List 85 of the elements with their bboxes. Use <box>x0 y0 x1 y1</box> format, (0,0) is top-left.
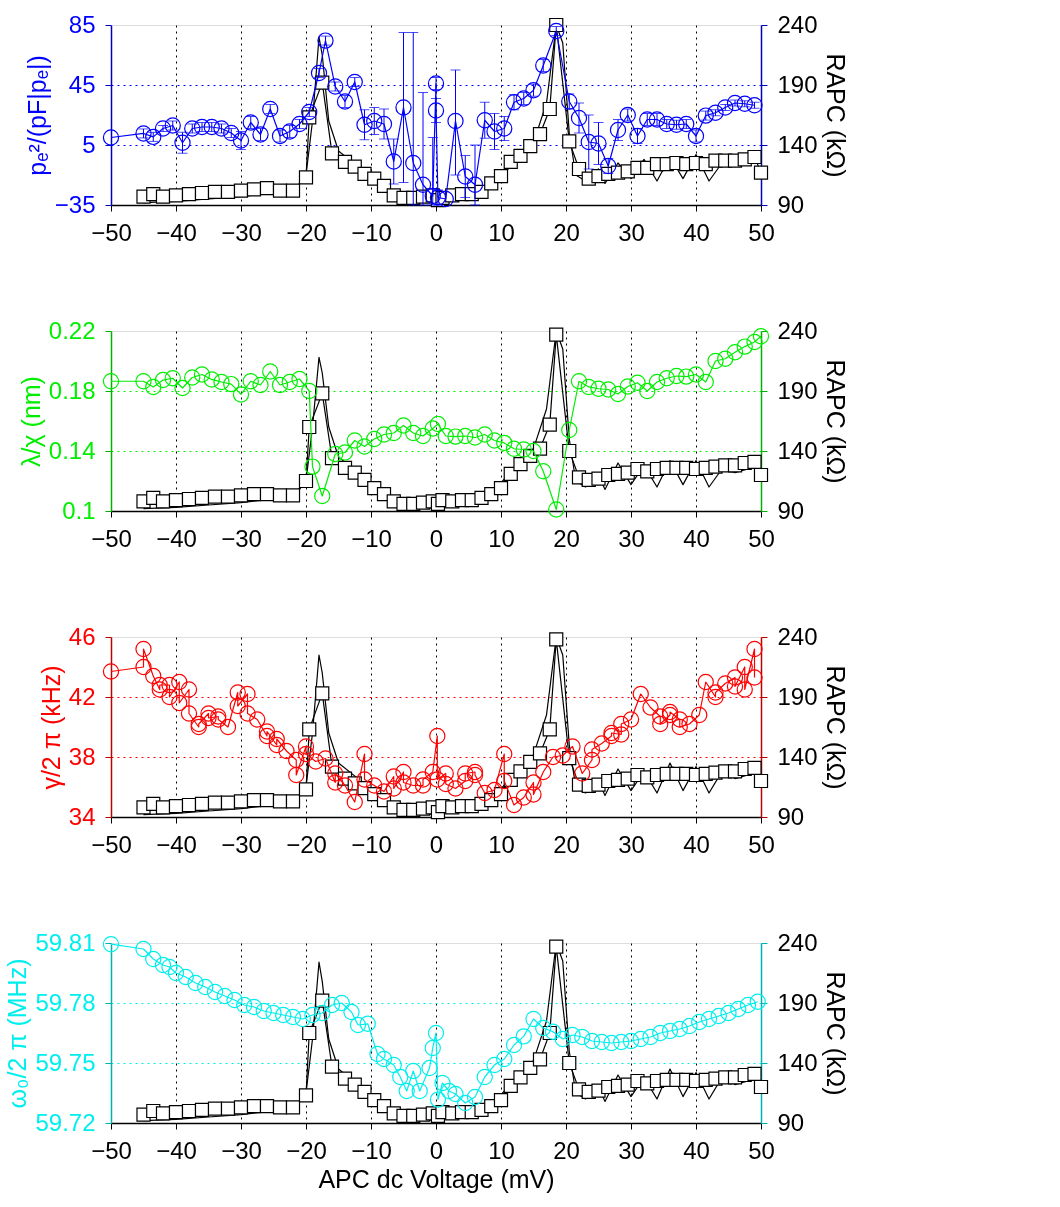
y-tick-label: 46 <box>68 622 96 650</box>
x-tick-label: 30 <box>618 830 645 858</box>
x-tick-label: 0 <box>429 524 444 552</box>
x-tick-label: 0 <box>429 830 444 858</box>
y2-tick-label: 190 <box>777 682 818 710</box>
y2-tick-label: 190 <box>777 376 818 404</box>
x-tick-label: 10 <box>488 830 515 858</box>
x-tick-label: −10 <box>351 830 392 858</box>
y-tick-label: 45 <box>68 70 96 98</box>
x-tick-label: −50 <box>91 830 132 858</box>
y-tick-label: 59.81 <box>35 928 96 956</box>
x-tick-label: 40 <box>683 524 710 552</box>
y-axis-title: pₑ²/(pF|pₑ|) <box>22 55 51 176</box>
y-tick-label: 59.72 <box>35 1108 96 1136</box>
y2-tick-label: 240 <box>777 622 818 650</box>
x-tick-label: −10 <box>351 1136 392 1164</box>
y2-tick-label: 90 <box>777 190 805 218</box>
y-axis-title: γ/2 π (kHz) <box>36 665 65 790</box>
y-tick-label: 59.75 <box>35 1048 96 1076</box>
x-tick-label: −20 <box>286 524 327 552</box>
y-tick-label: 0.1 <box>62 496 96 524</box>
y-tick-label: 5 <box>82 130 96 158</box>
y-tick-label: −35 <box>54 190 96 218</box>
y-axis-title: λ/χ (nm) <box>16 376 45 467</box>
x-tick-label: 40 <box>683 218 710 246</box>
y-tick-label: 0.18 <box>48 376 96 404</box>
x-tick-label: −30 <box>221 830 262 858</box>
y2-axis-title: RAPC (kΩ) <box>821 971 850 1096</box>
y2-tick-label: 240 <box>777 316 818 344</box>
x-tick-label: 20 <box>553 524 580 552</box>
x-tick-label: −40 <box>156 830 197 858</box>
y-axis-title: ω₀/2 π (MHz) <box>3 958 32 1109</box>
y2-axis-title: RAPC (kΩ) <box>821 665 850 790</box>
x-tick-label: −10 <box>351 218 392 246</box>
x-tick-label: −10 <box>351 524 392 552</box>
x-tick-label: −40 <box>156 1136 197 1164</box>
y2-axis-title: RAPC (kΩ) <box>821 53 850 178</box>
y2-tick-label: 240 <box>777 928 818 956</box>
y2-tick-label: 90 <box>777 1108 805 1136</box>
y2-tick-label: 140 <box>777 436 818 464</box>
x-tick-label: 50 <box>748 830 775 858</box>
y2-tick-label: 90 <box>777 496 805 524</box>
y2-tick-label: 190 <box>777 988 818 1016</box>
x-tick-label: −50 <box>91 218 132 246</box>
x-tick-label: 40 <box>683 830 710 858</box>
y-tick-label: 0.22 <box>48 316 96 344</box>
y-tick-label: 34 <box>68 802 96 830</box>
y2-tick-label: 140 <box>777 742 818 770</box>
x-tick-label: 30 <box>618 1136 645 1164</box>
x-tick-label: −30 <box>221 524 262 552</box>
y2-axis-title: RAPC (kΩ) <box>821 359 850 484</box>
y-tick-label: 42 <box>68 682 96 710</box>
x-tick-label: 10 <box>488 1136 515 1164</box>
x-tick-label: 10 <box>488 218 515 246</box>
x-tick-label: 50 <box>748 1136 775 1164</box>
y2-tick-label: 240 <box>777 10 818 38</box>
y2-tick-label: 140 <box>777 1048 818 1076</box>
x-tick-label: 30 <box>618 218 645 246</box>
x-tick-label: 50 <box>748 218 775 246</box>
x-tick-label: −50 <box>91 524 132 552</box>
y2-tick-label: 140 <box>777 130 818 158</box>
y-tick-label: 38 <box>68 742 96 770</box>
x-tick-label: −30 <box>221 1136 262 1164</box>
x-tick-label: −30 <box>221 218 262 246</box>
x-tick-label: −20 <box>286 1136 327 1164</box>
x-tick-label: 0 <box>429 218 444 246</box>
y-tick-label: 85 <box>68 10 96 38</box>
y2-tick-label: 90 <box>777 802 805 830</box>
x-tick-label: 10 <box>488 524 515 552</box>
x-tick-label: −50 <box>91 1136 132 1164</box>
y-tick-label: 59.78 <box>35 988 96 1016</box>
x-tick-label: 20 <box>553 830 580 858</box>
x-tick-label: −20 <box>286 218 327 246</box>
x-tick-label: 20 <box>553 218 580 246</box>
y2-tick-label: 190 <box>777 70 818 98</box>
x-tick-label: 0 <box>429 1136 444 1164</box>
y-tick-label: 0.14 <box>48 436 96 464</box>
x-tick-label: −40 <box>156 218 197 246</box>
x-tick-label: −20 <box>286 830 327 858</box>
x-axis-title: APC dc Voltage (mV) <box>318 1164 555 1193</box>
x-tick-label: −40 <box>156 524 197 552</box>
x-tick-label: 20 <box>553 1136 580 1164</box>
x-tick-label: 40 <box>683 1136 710 1164</box>
x-tick-label: 30 <box>618 524 645 552</box>
x-tick-label: 50 <box>748 524 775 552</box>
